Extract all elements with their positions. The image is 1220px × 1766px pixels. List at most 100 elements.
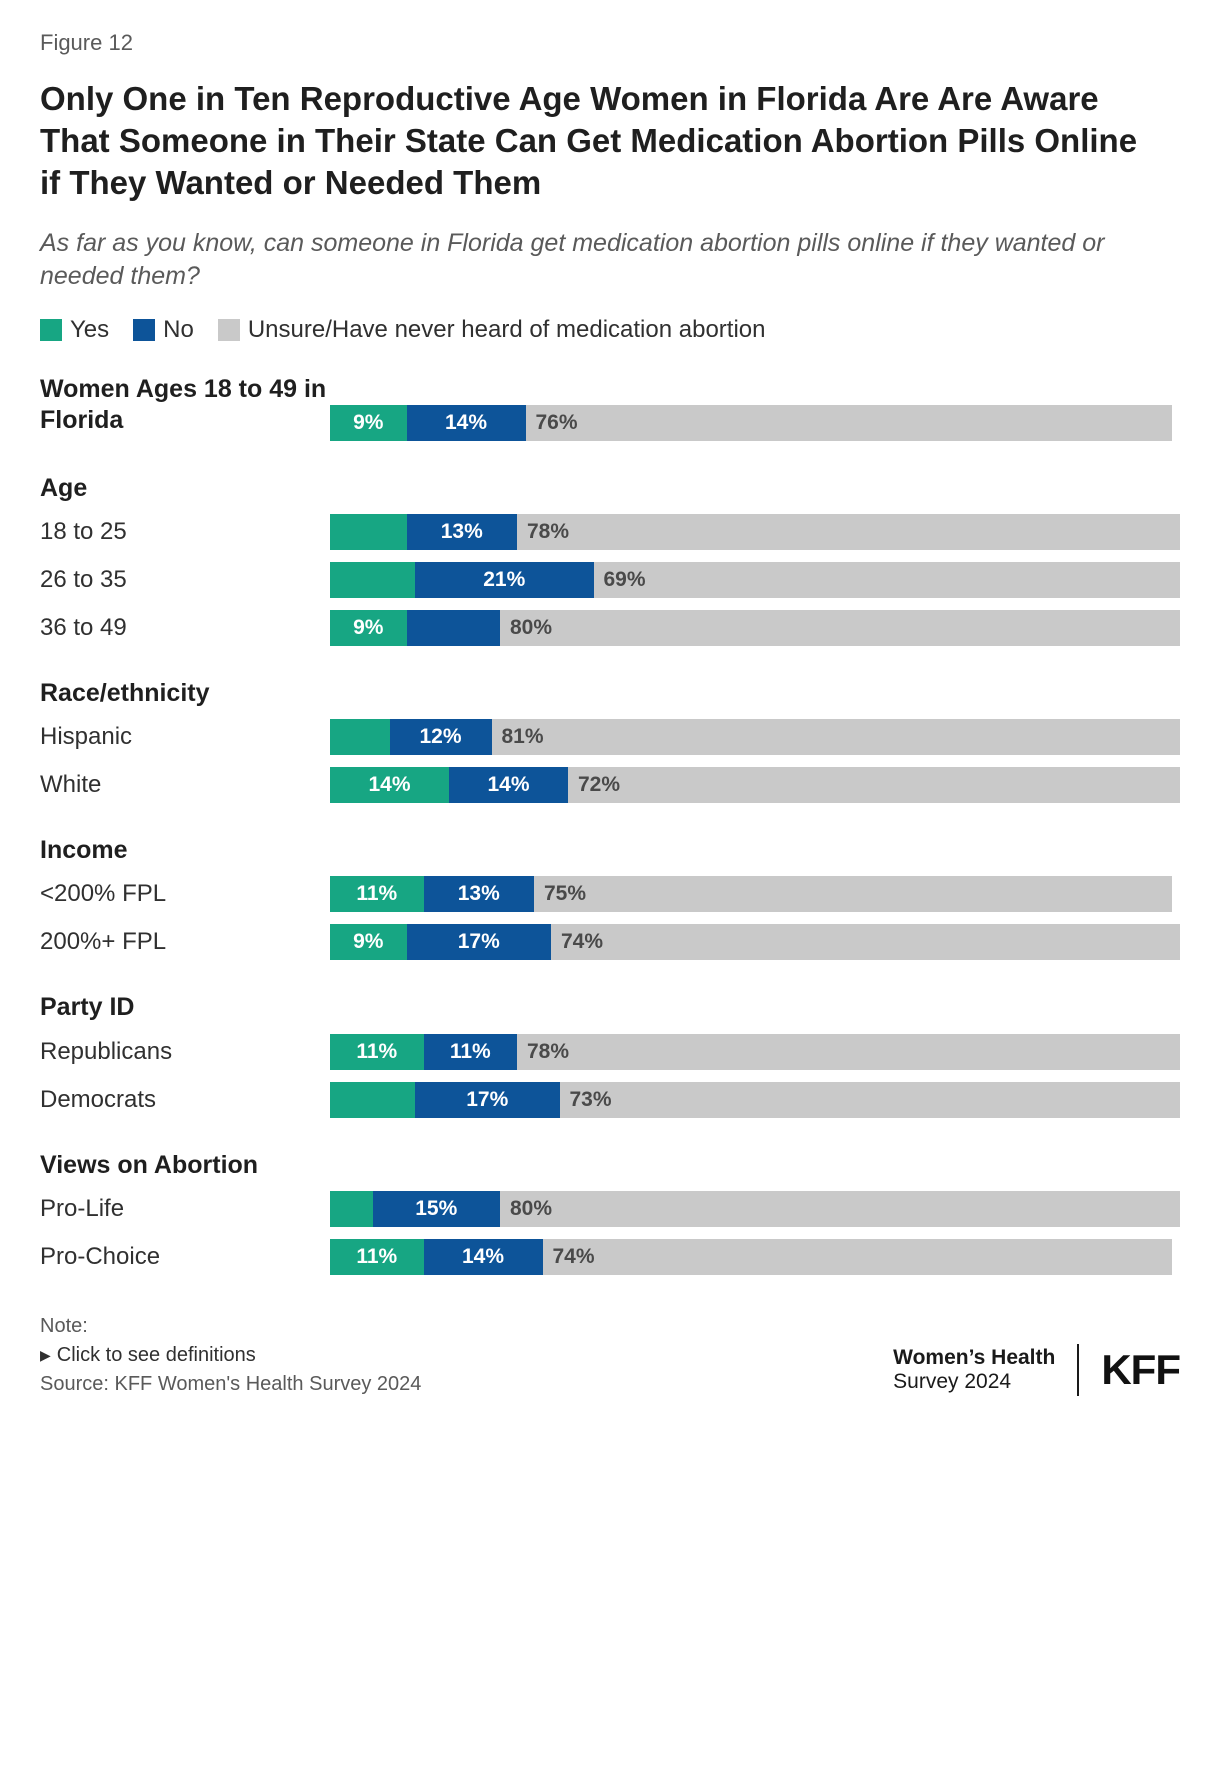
bar-segment-label: 74% bbox=[551, 930, 603, 954]
legend: Yes No Unsure/Have never heard of medica… bbox=[40, 316, 1180, 344]
bar-segment: 12% bbox=[390, 719, 492, 755]
bar-segment: 78% bbox=[517, 514, 1180, 550]
stacked-bar: 14%14%72% bbox=[330, 767, 1180, 803]
bar-segment: 17% bbox=[407, 924, 552, 960]
definitions-toggle[interactable]: ▶ Click to see definitions bbox=[40, 1344, 421, 1367]
bar-segment bbox=[330, 1191, 373, 1227]
note-label: Note: bbox=[40, 1315, 1180, 1338]
stacked-bar: 9% 17%74% bbox=[330, 924, 1180, 960]
section-header: Party ID bbox=[40, 992, 340, 1023]
brand-separator bbox=[1077, 1344, 1079, 1396]
footer: Note: ▶ Click to see definitions Source:… bbox=[40, 1315, 1180, 1396]
row-label: 200%+ FPL bbox=[40, 928, 330, 956]
bar-segment-label: 78% bbox=[517, 520, 569, 544]
bar-segment-label: 15% bbox=[407, 1197, 465, 1221]
chart-section: Income <200% FPL11%13%75% 200%+ FPL 9% 17%74… bbox=[40, 835, 1180, 962]
bar-segment bbox=[407, 610, 501, 646]
bar-segment: 69% bbox=[594, 562, 1181, 598]
stacked-bar: 21% 69% bbox=[330, 562, 1180, 598]
stacked-bar: 11% 11% 78% bbox=[330, 1034, 1180, 1070]
bar-segment-label: 72% bbox=[568, 773, 620, 797]
bar-segment: 14% bbox=[330, 767, 449, 803]
legend-swatch-no bbox=[133, 319, 155, 341]
chart-row: <200% FPL11%13%75% bbox=[40, 874, 1180, 914]
bar-segment: 74% bbox=[551, 924, 1180, 960]
chart-section: Views on Abortion Pro-Life 15% 80% Pro-Choic… bbox=[40, 1150, 1180, 1277]
bar-segment-label: 80% bbox=[500, 1197, 552, 1221]
chart-area: Women Ages 18 to 49 in Florida9%14%76% Ag… bbox=[40, 374, 1180, 1277]
chart-row: Republicans 11% 11% 78% bbox=[40, 1032, 1180, 1072]
bar-segment-label: 11% bbox=[348, 1245, 405, 1269]
row-label: Hispanic bbox=[40, 723, 330, 751]
bar-segment-label: 78% bbox=[517, 1040, 569, 1064]
bar-segment: 11% bbox=[424, 1034, 518, 1070]
bar-segment-label: 80% bbox=[500, 616, 552, 640]
figure-container: Figure 12 Only One in Ten Reproductive A… bbox=[0, 0, 1220, 1424]
chart-row: Hispanic 12% 81% bbox=[40, 717, 1180, 757]
chart-section: Race/ethnicity Hispanic 12% 81% White14%14%7… bbox=[40, 678, 1180, 805]
section-header: Views on Abortion bbox=[40, 1150, 340, 1181]
bar-segment-label: 73% bbox=[560, 1088, 612, 1112]
bar-segment: 78% bbox=[517, 1034, 1180, 1070]
bar-segment: 80% bbox=[500, 1191, 1180, 1227]
kff-logo: KFF bbox=[1101, 1346, 1180, 1394]
bar-segment bbox=[330, 1082, 415, 1118]
section-header: Race/ethnicity bbox=[40, 678, 340, 709]
bar-segment: 11% bbox=[330, 1034, 424, 1070]
bar-segment-label: 81% bbox=[492, 725, 544, 749]
brand-line2: Survey 2024 bbox=[893, 1370, 1055, 1394]
bar-segment-label: 11% bbox=[442, 1040, 499, 1064]
bar-segment: 14% bbox=[424, 1239, 543, 1275]
stacked-bar: 12% 81% bbox=[330, 719, 1180, 755]
bar-segment bbox=[330, 514, 407, 550]
bar-segment: 21% bbox=[415, 562, 594, 598]
row-label: Republicans bbox=[40, 1038, 330, 1066]
chart-section: Party IDRepublicans11%11%78%Democrats17%… bbox=[40, 992, 1180, 1119]
legend-swatch-yes bbox=[40, 319, 62, 341]
bar-segment: 17% bbox=[415, 1082, 560, 1118]
row-label: Pro-Life bbox=[40, 1195, 330, 1223]
chevron-right-icon: ▶ bbox=[40, 1347, 51, 1364]
bar-segment-label: 74% bbox=[543, 1245, 595, 1269]
bar-segment-label: 17% bbox=[458, 1088, 516, 1112]
brand-line1: Women’s Health bbox=[893, 1346, 1055, 1370]
bar-segment-label: 21% bbox=[475, 568, 533, 592]
legend-label-unsure: Unsure/Have never heard of medication ab… bbox=[248, 316, 766, 344]
bar-segment: 81% bbox=[492, 719, 1181, 755]
row-label: 36 to 49 bbox=[40, 614, 330, 642]
legend-swatch-unsure bbox=[218, 319, 240, 341]
bar-segment: 9% bbox=[330, 924, 407, 960]
brand-text: Women’s Health Survey 2024 bbox=[893, 1346, 1055, 1394]
chart-section: Women Ages 18 to 49 in Florida9%14%76% bbox=[40, 374, 1180, 443]
section-header: Income bbox=[40, 835, 340, 866]
stacked-bar: 11%13%75% bbox=[330, 876, 1180, 912]
stacked-bar: 11% 14% 74% bbox=[330, 1239, 1180, 1275]
bar-segment-label: 13% bbox=[433, 520, 491, 544]
bar-segment: 76% bbox=[526, 405, 1172, 441]
row-label: 26 to 35 bbox=[40, 566, 330, 594]
stacked-bar: 17% 73% bbox=[330, 1082, 1180, 1118]
bar-segment-label: 12% bbox=[411, 725, 469, 749]
bar-segment: 75% bbox=[534, 876, 1172, 912]
bar-segment: 14% bbox=[449, 767, 568, 803]
section-header: Age bbox=[40, 473, 340, 504]
bar-segment-label: 14% bbox=[454, 1245, 512, 1269]
brand-block: Women’s Health Survey 2024 KFF bbox=[893, 1344, 1180, 1396]
chart-subtitle: As far as you know, can someone in Flori… bbox=[40, 227, 1160, 295]
stacked-bar: 9% 80% bbox=[330, 610, 1180, 646]
bar-segment-label: 69% bbox=[594, 568, 646, 592]
legend-item-yes: Yes bbox=[40, 316, 109, 344]
bar-segment: 72% bbox=[568, 767, 1180, 803]
chart-row: 200%+ FPL 9% 17%74% bbox=[40, 922, 1180, 962]
stacked-bar: 9%14%76% bbox=[330, 405, 1180, 441]
bar-segment-label: 11% bbox=[348, 1040, 405, 1064]
chart-row: White14%14%72% bbox=[40, 765, 1180, 805]
bar-segment: 9% bbox=[330, 610, 407, 646]
row-label: Pro-Choice bbox=[40, 1243, 330, 1271]
bar-segment-label: 75% bbox=[534, 882, 586, 906]
bar-segment-label: 9% bbox=[345, 930, 391, 954]
bar-segment: 80% bbox=[500, 610, 1180, 646]
bar-segment: 9% bbox=[330, 405, 407, 441]
bar-segment-label: 76% bbox=[526, 411, 578, 435]
bar-segment: 14% bbox=[407, 405, 526, 441]
